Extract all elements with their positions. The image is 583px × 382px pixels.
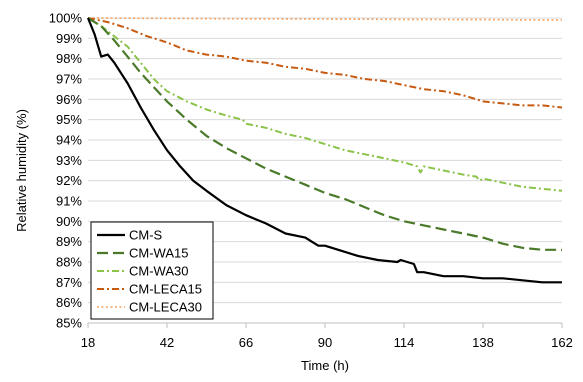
y-axis-title: Relative humidity (%) <box>14 109 29 232</box>
series-line-cm-wa15 <box>87 17 562 251</box>
y-tick-label: 89% <box>56 234 82 249</box>
y-tick-label: 87% <box>56 275 82 290</box>
y-tick-label: 93% <box>56 153 82 168</box>
y-tick-label: 92% <box>56 173 82 188</box>
x-tick-label: 114 <box>394 335 415 350</box>
y-tick-label: 96% <box>56 92 82 107</box>
y-tick-label: 85% <box>56 316 82 331</box>
legend-label: CM-WA30 <box>129 264 188 279</box>
x-tick-label: 138 <box>472 335 494 350</box>
axes <box>87 322 563 328</box>
series-line-cm-s <box>86 17 562 284</box>
y-tick-label: 88% <box>56 255 82 270</box>
x-tick-labels: 18 42 66 90 114 138 162 <box>81 335 573 350</box>
x-tick-label: 66 <box>239 335 253 350</box>
y-tick-label: 98% <box>56 51 82 66</box>
y-tick-label: 94% <box>56 133 82 148</box>
y-tick-label: 95% <box>56 112 82 127</box>
x-axis-title: Time (h) <box>301 358 349 373</box>
y-tick-label: 86% <box>56 295 82 310</box>
legend-label: CM-WA15 <box>129 246 188 261</box>
y-tick-label: 99% <box>56 31 82 46</box>
x-tick-label: 90 <box>318 335 332 350</box>
y-tick-label: 100% <box>49 11 83 26</box>
grid-lines <box>88 17 562 304</box>
legend-label: CM-LECA15 <box>129 282 202 297</box>
legend: CM-S CM-WA15 CM-WA30 CM-LECA15 CM-LECA30 <box>90 221 214 320</box>
x-tick-label: 42 <box>160 335 174 350</box>
series-layer <box>86 17 563 284</box>
x-tick-label: 162 <box>551 335 573 350</box>
y-tick-label: 90% <box>56 214 82 229</box>
x-tick-label: 18 <box>81 335 95 350</box>
legend-box <box>90 221 214 320</box>
y-tick-label: 97% <box>56 72 82 87</box>
y-tick-labels: 85% 86% 87% 88% 89% 90% 91% 92% 93% 94% 95% 96% 97% 9… <box>49 11 83 331</box>
legend-label: CM-S <box>129 228 163 243</box>
legend-label: CM-LECA30 <box>129 300 202 315</box>
y-tick-label: 91% <box>56 194 82 209</box>
series-line-cm-wa30 <box>87 17 563 192</box>
series-line-cm-leca15 <box>87 17 563 109</box>
